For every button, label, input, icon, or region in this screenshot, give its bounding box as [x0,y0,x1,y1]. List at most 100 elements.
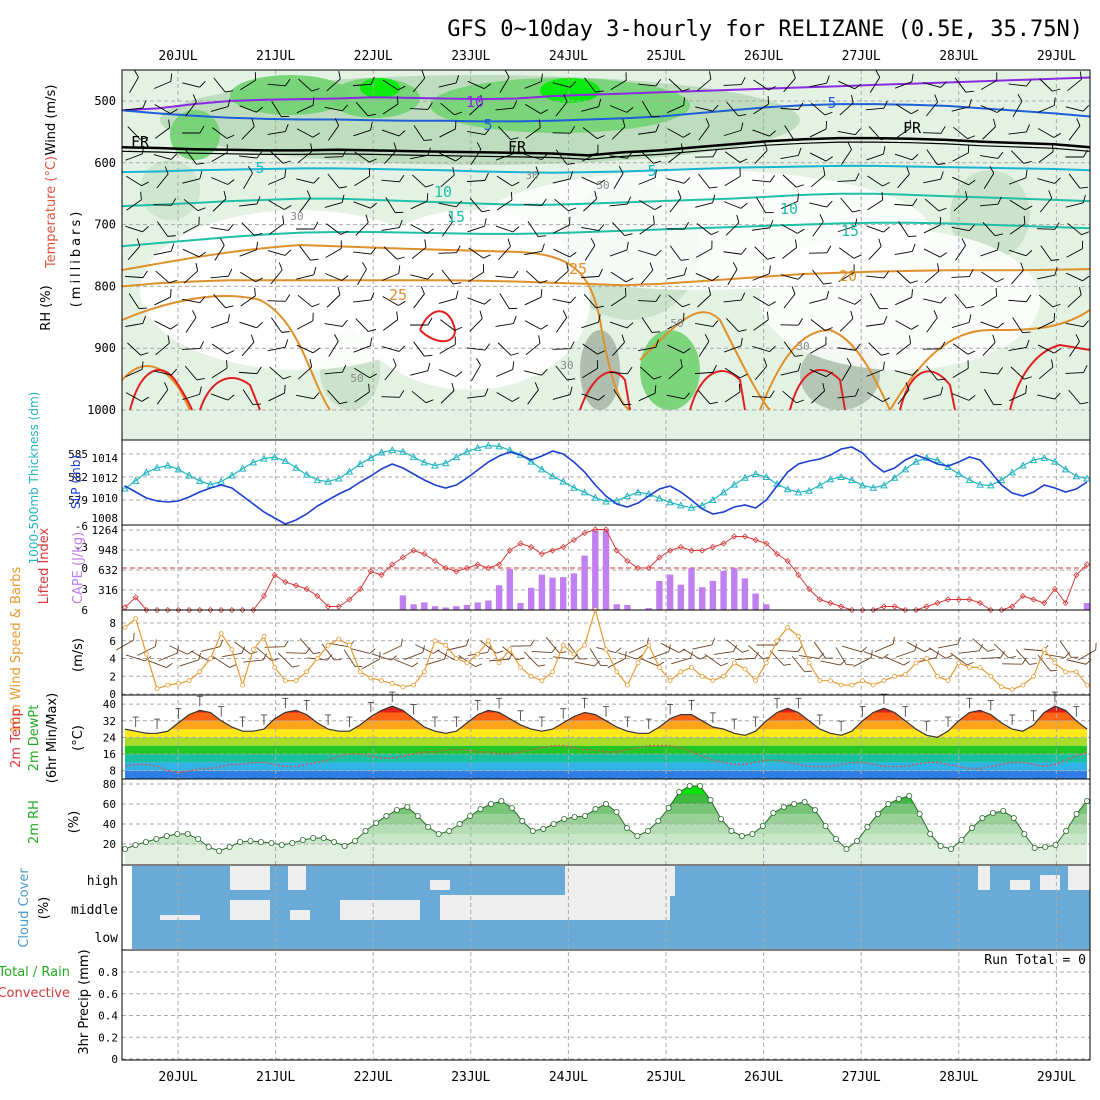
barb-feather [1023,161,1032,164]
barb-shaft [495,275,514,279]
wind-barb-icon [125,361,144,378]
triangle-marker-icon [719,488,728,496]
barb-shaft [581,393,599,401]
wind-barb-icon [524,243,545,256]
pressure-tick: 1000 [87,403,116,417]
barb-feather [769,390,775,398]
barb-shaft [439,344,456,354]
barb-shaft [527,221,539,237]
barb-shaft [353,251,371,255]
wind-barb-icon [371,653,397,661]
triangle-marker-icon [121,484,129,492]
barb-feather [367,113,376,117]
barb-shaft [751,396,771,398]
wind-barb-icon [667,97,685,114]
barb-shaft [923,224,941,234]
barb-feather [678,648,686,653]
barb-feather [892,636,895,645]
barb-feather [512,315,517,324]
wind-barb-icon [726,101,747,117]
barb-shaft [641,101,653,117]
circle-marker-icon [529,828,536,835]
circle-marker-icon [550,669,555,675]
wind-barb-icon [466,172,489,183]
barb-feather [711,275,719,282]
wind-barb-icon [780,102,804,111]
barb-feather [870,650,873,658]
barb-feather [393,142,397,151]
wind-barb-icon [125,145,145,161]
barb-shaft [438,82,457,88]
barb-shaft [612,342,625,356]
barb-shaft [155,342,170,356]
circle-marker-icon [1021,831,1028,838]
barb-shaft [269,150,284,164]
barb-shaft [383,319,398,331]
diamond-marker-icon [763,540,770,547]
wind-barb-icon [639,199,662,211]
circle-marker-icon [142,839,149,846]
wind-barb-icon [980,72,998,90]
barb-shaft [553,248,570,258]
triangle-marker-icon [473,443,482,451]
circle-marker-icon [874,811,881,818]
barb-feather [1053,133,1061,138]
wind-barb-icon [809,336,827,354]
diamond-marker-icon [827,599,834,607]
diamond-marker-icon [955,596,962,603]
wind-barb-icon [153,368,178,376]
barb-feather [284,123,289,132]
barb-shaft [527,389,539,405]
barb-shaft [866,225,884,233]
barb-shaft [695,202,713,208]
wind-barb-icon [868,342,890,356]
thickness-tick: 585 [68,448,88,461]
barb-shaft [607,657,626,669]
barb-feather [709,71,712,80]
wind-barb-icon [413,125,433,141]
barb-shaft [185,317,197,333]
wind-barb-icon [866,361,885,377]
barb-feather [826,200,833,208]
barb-feather [689,651,694,659]
barb-feather [510,352,519,356]
barb-shaft [609,203,628,207]
wind-barb-icon [214,238,225,261]
barb-shaft [243,172,253,190]
barb-feather [369,337,373,346]
wind-barb-icon [923,386,944,400]
contour-label: 25 [569,260,587,278]
barb-shaft [837,395,856,399]
barb-feather [769,130,776,137]
barb-feather [855,343,861,351]
wind-barb-icon [813,641,833,659]
wind-barb-icon [296,97,315,114]
wind-barb-icon [410,362,431,376]
barb-feather [966,661,974,666]
rh-blob [360,78,400,98]
wind-barb-icon [147,659,173,669]
barb-feather [305,647,311,654]
barb-feather [826,290,830,299]
wind-barb-icon [221,646,246,658]
barb-shaft [554,270,569,284]
wind-barb-icon [923,248,948,258]
barb-shaft [752,345,770,353]
barb-feather [740,122,744,131]
wind-barb-icon [325,273,349,281]
circle-marker-icon [247,838,254,845]
barb-feather [568,207,577,212]
lifted-index-tick: 3 [81,583,88,596]
wind-barb-icon [495,145,515,161]
cape-bar [538,574,546,610]
barb-feather [705,118,710,126]
circle-marker-icon [435,831,442,838]
barb-feather [424,239,427,248]
barb-feather [285,294,291,302]
wind-barb-icon [154,104,178,114]
wind-barb-icon [185,94,197,117]
barb-shaft [809,344,827,354]
triangle-marker-icon [302,470,311,478]
barb-shaft [354,175,370,187]
barb-feather [846,358,852,366]
